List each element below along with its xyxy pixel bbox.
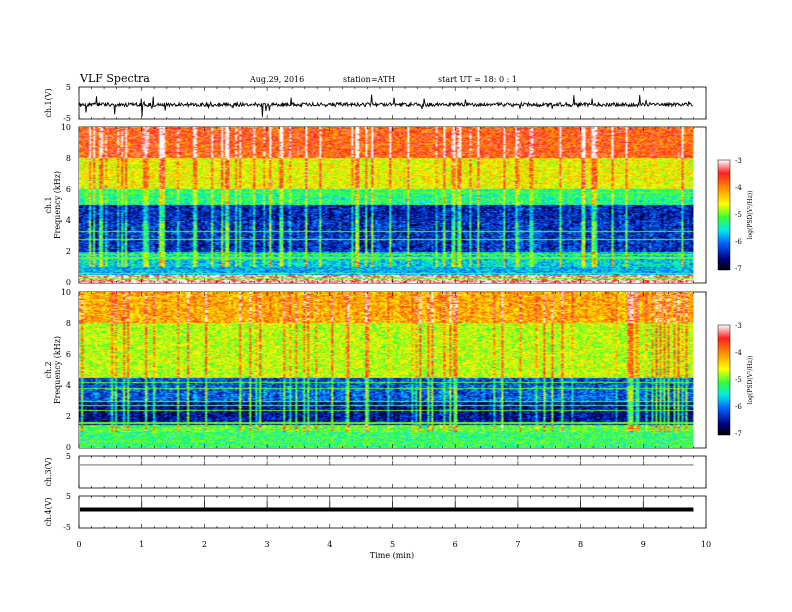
x-tick-label: 10 — [701, 540, 711, 549]
ch1-waveform-frame — [78, 86, 707, 120]
ch1-spectrogram-image — [79, 127, 694, 283]
ch1-cb-tick: -3 — [735, 157, 742, 165]
x-tick-label: 6 — [453, 540, 458, 549]
ch2-cb-tick: -4 — [735, 349, 742, 357]
ch2-frequency-label: Frequency (kHz) — [53, 336, 62, 404]
ch1-ytick: 6 — [66, 185, 71, 194]
x-tick-label: 8 — [578, 540, 583, 549]
x-tick-label: 3 — [265, 540, 270, 549]
ch2-cb-tick: -6 — [735, 403, 742, 411]
ch2-cb-tick: -5 — [735, 376, 742, 384]
ch1-wave-ytick-top: 5 — [66, 83, 71, 92]
ch2-spectrogram-yticks: 10 8 6 4 2 0 — [61, 288, 71, 452]
ch1-ytick: 2 — [66, 247, 71, 256]
x-tick-label: 0 — [76, 540, 81, 549]
ch2-spectrogram-image — [79, 292, 694, 448]
ch4-event-markers — [141, 500, 644, 510]
ch1-colorbar-bar — [717, 159, 731, 271]
ch2-ytick: 4 — [66, 381, 71, 390]
ch2-ytick: 8 — [66, 319, 71, 328]
ch1-spectrogram — [79, 127, 694, 283]
ch1-waveform-trace — [78, 94, 694, 117]
ch1-ytick: 10 — [61, 123, 71, 132]
ch1-wave-ytick-bottom: -5 — [63, 114, 71, 123]
x-tick-label: 9 — [641, 540, 646, 549]
x-tick-label: 1 — [139, 540, 144, 549]
x-tick-label: 5 — [390, 540, 395, 549]
ch2-ytick: 10 — [61, 288, 71, 297]
ch4-ytick-top: 5 — [66, 492, 71, 501]
ch1-frequency-label: Frequency (kHz) — [53, 171, 62, 239]
ch1-cb-tick: -4 — [735, 184, 742, 192]
ch4-ytick-bottom: -5 — [63, 523, 71, 532]
x-tick-label: 7 — [515, 540, 520, 549]
ch2-colorbar-label: log(PSD(V²/Hz)) — [747, 356, 754, 405]
ch1-cb-tick: -7 — [735, 265, 742, 273]
ch1-ytick: 0 — [66, 278, 71, 287]
station-label: station=ATH — [343, 75, 395, 84]
ch1-cb-tick: -6 — [735, 238, 742, 246]
figure-title: VLF Spectra — [79, 72, 150, 85]
x-tick-label: 4 — [327, 540, 332, 549]
ch2-ytick: 2 — [66, 412, 71, 421]
ch2-colorbar: -3 -4 -5 -6 -7 log(PSD(V²/Hz)) — [717, 322, 754, 438]
ch3-event-markers — [141, 460, 644, 465]
ch2-ytick: 0 — [66, 443, 71, 452]
start-time-label: start UT = 18: 0 : 1 — [438, 75, 517, 84]
ch2-cb-tick: -3 — [735, 322, 742, 330]
ch2-channel-label: ch.2 — [44, 361, 53, 378]
ch1-colorbar-label: log(PSD(V²/Hz)) — [747, 191, 754, 240]
ch2-cb-tick: -7 — [735, 430, 742, 438]
x-tick-label: 2 — [202, 540, 207, 549]
axis-ticks — [78, 87, 707, 528]
ch2-ytick: 6 — [66, 350, 71, 359]
ch1-colorbar: -3 -4 -5 -6 -7 log(PSD(V²/Hz)) — [717, 157, 754, 273]
ch1-wave-ylabel: ch.1(V) — [44, 88, 53, 117]
ch1-ytick: 4 — [66, 216, 71, 225]
ch1-channel-label: ch.1 — [44, 196, 53, 213]
ch1-spectrogram-yticks: 10 8 6 4 2 0 — [61, 123, 71, 287]
ch2-spectrogram — [79, 292, 694, 448]
ch2-colorbar-bar — [717, 324, 731, 436]
ch3-waveform-frame — [78, 455, 707, 489]
ch1-cb-tick: -5 — [735, 211, 742, 219]
ch4-ylabel: ch.4(V) — [44, 497, 53, 526]
x-axis-tick-labels: 0 1 2 3 4 5 6 7 8 9 10 — [76, 540, 711, 549]
ch3-ytick-top: 5 — [66, 452, 71, 461]
x-axis-label: Time (min) — [370, 551, 414, 560]
date-label: Aug.29, 2016 — [249, 75, 304, 84]
ch1-ytick: 8 — [66, 154, 71, 163]
ch3-ylabel: ch.3(V) — [44, 457, 53, 486]
